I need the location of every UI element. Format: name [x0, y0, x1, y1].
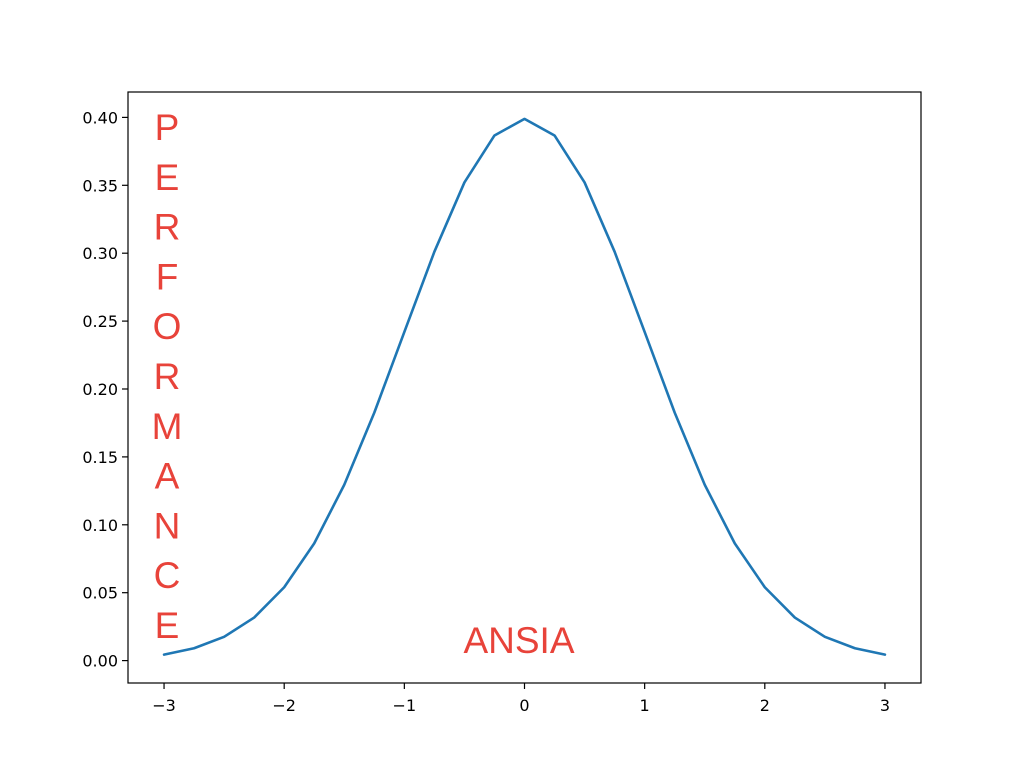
y-tick-label: 0.40: [82, 108, 118, 127]
annotation-letter: E: [155, 605, 180, 646]
series-line: [162, 117, 887, 656]
plot-area: −3 −2 −1 0 1 2 3 0.00 0.05 0.10 0.15 0.20 0.25 0.30 0.…: [82, 91, 922, 715]
annotation-letter: R: [154, 356, 181, 397]
y-tick-label: 0.25: [82, 312, 118, 331]
y-tick-label: 0.05: [82, 584, 118, 603]
y-tick-label: 0.20: [82, 380, 118, 399]
y-tick-label: 0.00: [82, 652, 118, 671]
annotation-horizontal-text: ANSIA: [463, 620, 574, 661]
y-tick-label: 0.10: [82, 516, 118, 535]
annotation-letter: C: [154, 555, 181, 596]
annotation-letter: E: [155, 157, 180, 198]
annotation-letter: N: [154, 505, 181, 546]
x-tick-label: 1: [640, 696, 650, 715]
y-tick-label: 0.15: [82, 448, 118, 467]
x-tick-label: 0: [519, 696, 529, 715]
x-tick-label: −2: [272, 696, 296, 715]
annotation-letter: R: [154, 207, 181, 248]
annotation-letter: A: [155, 456, 180, 497]
y-tick-label: 0.30: [82, 244, 118, 263]
annotation-letter: P: [155, 107, 180, 148]
y-tick-label: 0.35: [82, 176, 118, 195]
annotation-letter: M: [152, 406, 183, 447]
x-tick-label: 2: [760, 696, 770, 715]
x-tick-label: −3: [152, 696, 176, 715]
annotation-letter: F: [156, 256, 179, 297]
annotation-letter: O: [153, 306, 182, 347]
x-tick-label: 3: [880, 696, 890, 715]
x-tick-label: −1: [393, 696, 417, 715]
